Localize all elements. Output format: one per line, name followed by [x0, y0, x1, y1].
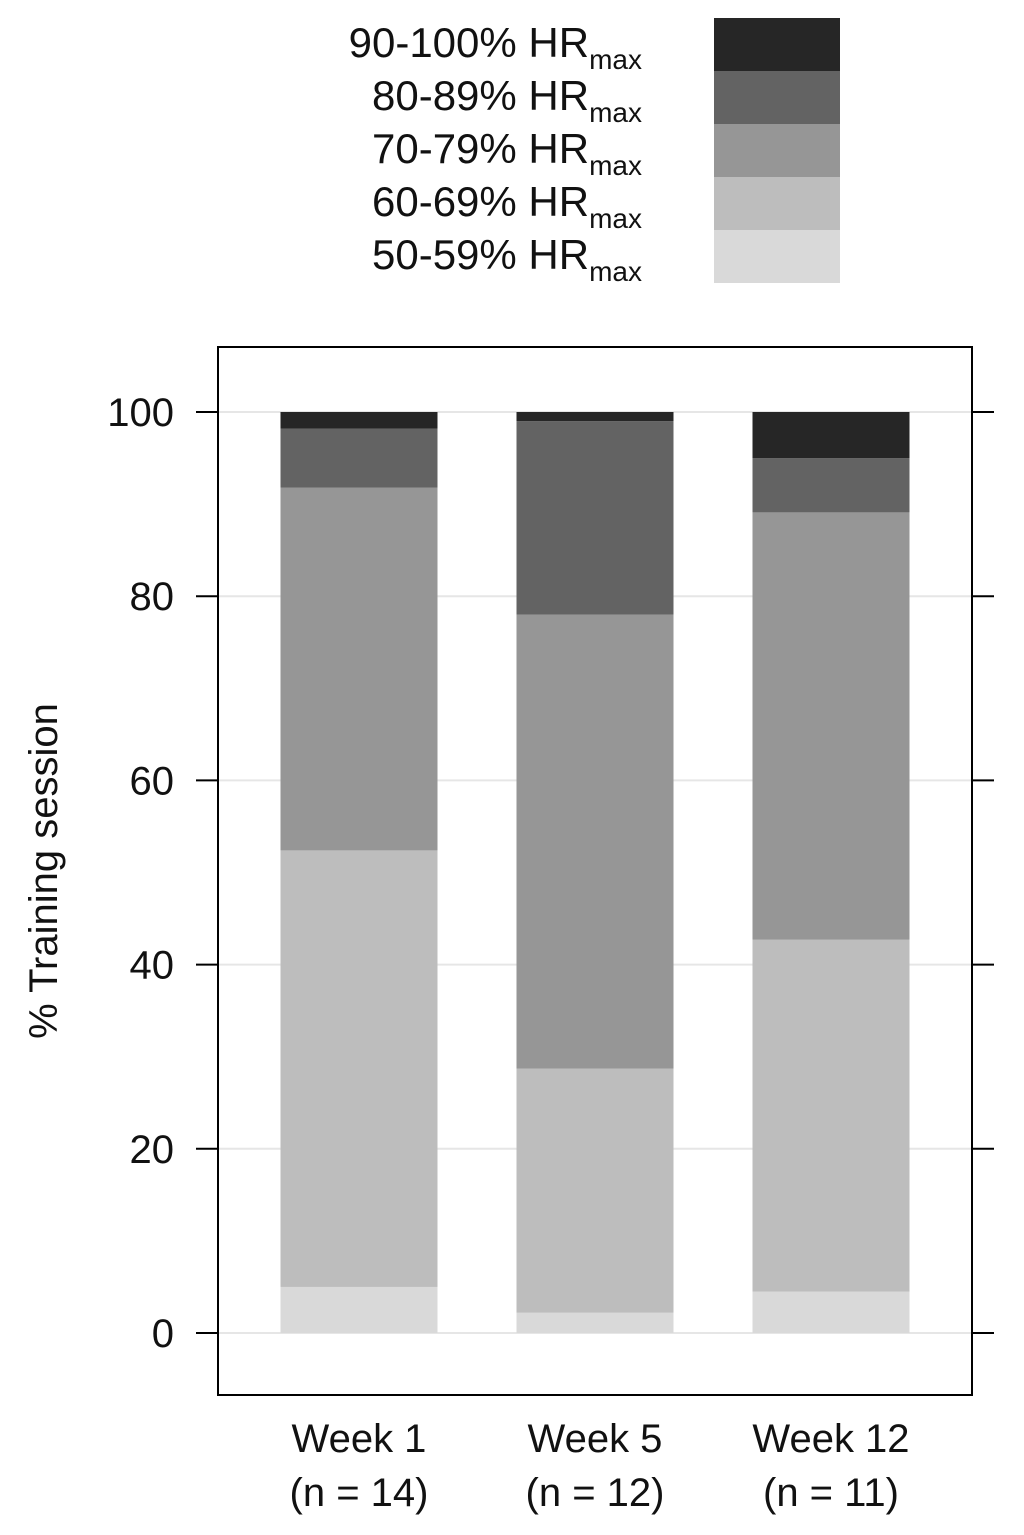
- bars: [280, 412, 910, 1333]
- legend-label: 50-59% HRmax: [371, 231, 642, 288]
- y-tick-label: 0: [152, 1312, 174, 1356]
- y-tick-label: 80: [130, 575, 175, 619]
- y-tick-label: 40: [130, 944, 175, 988]
- y-tick-label: 60: [130, 759, 175, 803]
- bar-segment: [280, 850, 438, 1287]
- y-tick-label: 20: [130, 1128, 175, 1172]
- y-tick-label: 100: [107, 391, 174, 435]
- bar-segment: [752, 412, 910, 459]
- legend-swatch: [714, 124, 840, 177]
- bar-segment: [280, 428, 438, 488]
- bar-segment: [280, 412, 438, 429]
- bar-segment: [752, 939, 910, 1292]
- legend-label: 60-69% HRmax: [371, 178, 642, 235]
- plot-frame: [217, 346, 973, 1396]
- x-category-sample-size: (n = 14): [290, 1471, 429, 1515]
- bar-segment: [516, 421, 674, 615]
- legend-item-90-100: 90-100% HRmax: [280, 18, 860, 76]
- axes: 0 20 40 60 80 100 Week 1 (n = 14) Week 5 (n = 12)…: [107, 346, 994, 1515]
- x-category-sample-size: (n = 11): [763, 1471, 899, 1515]
- x-category-sample-size: (n = 12): [526, 1471, 665, 1515]
- legend-label: 80-89% HRmax: [371, 72, 642, 129]
- x-category-label: Week 5: [528, 1417, 663, 1461]
- bar-segment: [516, 1068, 674, 1313]
- bar-segment: [516, 1312, 674, 1333]
- x-category-label: Week 12: [752, 1417, 909, 1461]
- legend-label: 70-79% HRmax: [371, 125, 642, 182]
- bar-segment: [752, 458, 910, 513]
- legend-item-60-69: 60-69% HRmax: [280, 177, 860, 235]
- legend-item-70-79: 70-79% HRmax: [280, 124, 860, 182]
- bar-segment: [516, 614, 674, 1069]
- legend-swatch: [714, 230, 840, 283]
- legend-item-50-59: 50-59% HRmax: [280, 230, 860, 288]
- legend-swatch: [714, 177, 840, 230]
- bar-segment: [280, 487, 438, 851]
- legend-label: 90-100% HRmax: [348, 19, 642, 76]
- bar-segment: [516, 412, 674, 422]
- legend-swatch: [714, 18, 840, 71]
- legend-item-80-89: 80-89% HRmax: [280, 71, 860, 129]
- bar-segment: [752, 1291, 910, 1333]
- bar-segment: [280, 1286, 438, 1333]
- legend-swatch: [714, 71, 840, 124]
- y-axis-title: % Training session: [22, 703, 66, 1039]
- x-category-label: Week 1: [292, 1417, 427, 1461]
- bar-segment: [752, 512, 910, 940]
